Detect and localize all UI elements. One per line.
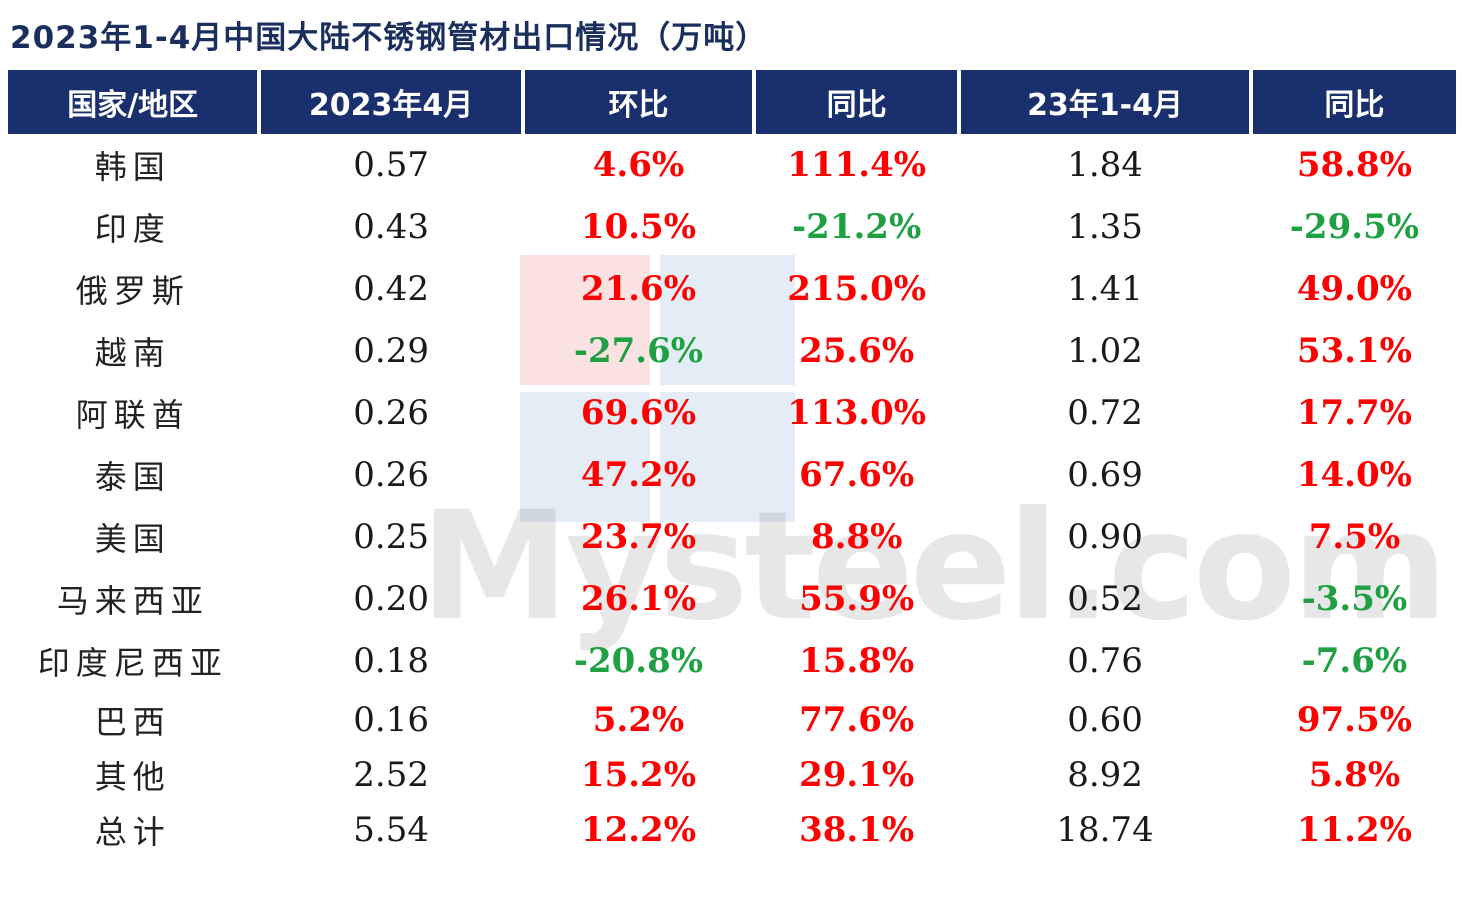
yoy-cumulative-cell: 53.1% xyxy=(1296,331,1412,371)
jan-apr-value-cell: 1.41 xyxy=(1067,269,1143,309)
yoy-change-cell: 77.6% xyxy=(799,699,915,740)
yoy-change-cell: 25.6% xyxy=(799,331,915,371)
yoy-cumulative-cell: 97.5% xyxy=(1296,699,1412,740)
yoy-change-cell: 215.0% xyxy=(787,269,927,309)
yoy-cumulative-cell: 7.5% xyxy=(1308,517,1401,557)
yoy-cumulative-cell: -3.5% xyxy=(1301,579,1408,619)
table-row: 韩国 0.57 4.6% 111.4% 1.84 58.8% xyxy=(8,134,1456,196)
country-cell: 其他 xyxy=(94,757,171,796)
april-value-cell: 2.52 xyxy=(353,754,429,795)
mom-change-cell: 47.2% xyxy=(580,455,697,495)
export-table: 国家/地区 2023年4月 环比 同比 23年1-4月 同比 韩国 0.57 4.6… xyxy=(4,70,1460,857)
jan-apr-value-cell: 0.60 xyxy=(1067,699,1143,740)
yoy-change-cell: 29.1% xyxy=(799,754,915,795)
mom-change-cell: 10.5% xyxy=(580,207,697,247)
header-cell-country: 国家/地区 xyxy=(8,70,258,134)
jan-apr-value-cell: 1.02 xyxy=(1067,331,1143,371)
country-cell: 印度尼西亚 xyxy=(37,644,228,682)
country-cell: 美国 xyxy=(94,520,171,558)
country-cell: 阿联酋 xyxy=(75,396,190,434)
page-title: 2023年1-4月中国大陆不锈钢管材出口情况（万吨） xyxy=(10,20,768,56)
mom-change-cell: 5.2% xyxy=(592,699,685,740)
table-row: 巴西 0.16 5.2% 77.6% 0.60 97.5% xyxy=(8,692,1456,747)
country-cell: 越南 xyxy=(94,334,171,372)
april-value-cell: 0.43 xyxy=(353,207,429,247)
table-row: 其他 2.52 15.2% 29.1% 8.92 5.8% xyxy=(8,747,1456,802)
yoy-change-cell: 55.9% xyxy=(799,579,915,619)
mom-change-cell: 26.1% xyxy=(580,579,697,619)
mom-change-cell: -27.6% xyxy=(573,331,704,371)
yoy-cumulative-cell: 49.0% xyxy=(1296,269,1412,309)
april-value-cell: 0.18 xyxy=(353,641,429,681)
jan-apr-value-cell: 0.69 xyxy=(1067,455,1143,495)
yoy-change-cell: 67.6% xyxy=(799,455,915,495)
jan-apr-value-cell: 0.72 xyxy=(1067,393,1143,433)
yoy-cumulative-cell: -7.6% xyxy=(1301,641,1408,681)
country-cell: 印度 xyxy=(94,210,171,248)
april-value-cell: 0.57 xyxy=(353,145,429,185)
country-cell: 巴西 xyxy=(94,702,171,741)
header-cell-mom: 环比 xyxy=(524,70,753,134)
april-value-cell: 0.29 xyxy=(353,331,429,371)
mom-change-cell: 21.6% xyxy=(580,269,697,309)
table-row: 美国 0.25 23.7% 8.8% 0.90 7.5% xyxy=(8,506,1456,568)
april-value-cell: 0.26 xyxy=(353,393,429,433)
mom-change-cell: 15.2% xyxy=(580,754,697,795)
yoy-change-cell: 38.1% xyxy=(799,809,915,850)
mom-change-cell: 69.6% xyxy=(580,393,697,433)
april-value-cell: 0.16 xyxy=(353,699,429,740)
jan-apr-value-cell: 1.35 xyxy=(1067,207,1143,247)
jan-apr-value-cell: 8.92 xyxy=(1067,754,1143,795)
jan-apr-value-cell: 1.84 xyxy=(1067,145,1143,185)
table-row: 马来西亚 0.20 26.1% 55.9% 0.52 -3.5% xyxy=(8,568,1456,630)
mom-change-cell: 4.6% xyxy=(592,145,685,185)
yoy-change-cell: 8.8% xyxy=(810,517,903,557)
table-header-row: 国家/地区 2023年4月 环比 同比 23年1-4月 同比 xyxy=(8,70,1456,134)
header-cell-april: 2023年4月 xyxy=(261,70,521,134)
table-row: 印度 0.43 10.5% -21.2% 1.35 -29.5% xyxy=(8,196,1456,258)
table-row: 越南 0.29 -27.6% 25.6% 1.02 53.1% xyxy=(8,320,1456,382)
yoy-change-cell: 113.0% xyxy=(787,393,927,433)
jan-apr-value-cell: 0.90 xyxy=(1067,517,1143,557)
table-row: 印度尼西亚 0.18 -20.8% 15.8% 0.76 -7.6% xyxy=(8,630,1456,692)
table-row: 总计 5.54 12.2% 38.1% 18.74 11.2% xyxy=(8,802,1456,857)
yoy-change-cell: 111.4% xyxy=(787,145,927,185)
table-row: 俄罗斯 0.42 21.6% 215.0% 1.41 49.0% xyxy=(8,258,1456,320)
mom-change-cell: 23.7% xyxy=(580,517,697,557)
country-cell: 俄罗斯 xyxy=(75,272,190,310)
header-cell-jan-apr: 23年1-4月 xyxy=(961,70,1249,134)
april-value-cell: 0.20 xyxy=(353,579,429,619)
april-value-cell: 0.26 xyxy=(353,455,429,495)
mom-change-cell: 12.2% xyxy=(580,809,697,850)
country-cell: 马来西亚 xyxy=(56,582,209,620)
country-cell: 韩国 xyxy=(94,148,171,186)
mom-change-cell: -20.8% xyxy=(573,641,704,681)
header-cell-yoy: 同比 xyxy=(756,70,958,134)
yoy-cumulative-cell: 14.0% xyxy=(1296,455,1412,495)
table-row: 泰国 0.26 47.2% 67.6% 0.69 14.0% xyxy=(8,444,1456,506)
country-cell: 泰国 xyxy=(94,458,171,496)
jan-apr-value-cell: 0.76 xyxy=(1067,641,1143,681)
header-cell-yoy-cumulative: 同比 xyxy=(1252,70,1456,134)
country-cell: 总计 xyxy=(94,812,171,851)
yoy-cumulative-cell: 17.7% xyxy=(1296,393,1412,433)
yoy-cumulative-cell: -29.5% xyxy=(1289,207,1420,247)
april-value-cell: 0.42 xyxy=(353,269,429,309)
yoy-cumulative-cell: 5.8% xyxy=(1308,754,1401,795)
table-row: 阿联酋 0.26 69.6% 113.0% 0.72 17.7% xyxy=(8,382,1456,444)
yoy-change-cell: -21.2% xyxy=(792,207,922,247)
jan-apr-value-cell: 18.74 xyxy=(1056,809,1154,850)
yoy-cumulative-cell: 58.8% xyxy=(1296,145,1412,185)
yoy-cumulative-cell: 11.2% xyxy=(1296,809,1412,850)
april-value-cell: 5.54 xyxy=(353,809,429,850)
april-value-cell: 0.25 xyxy=(353,517,429,557)
yoy-change-cell: 15.8% xyxy=(799,641,915,681)
jan-apr-value-cell: 0.52 xyxy=(1067,579,1143,619)
